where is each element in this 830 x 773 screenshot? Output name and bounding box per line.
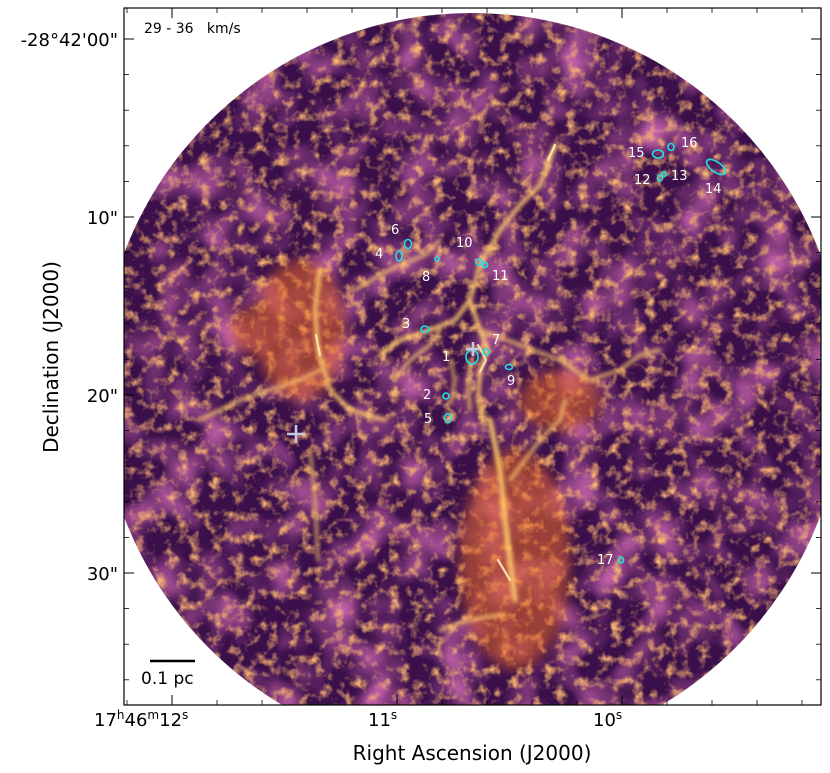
marker-plus-center	[466, 342, 480, 356]
y-tick-label: -28°42'00"	[21, 30, 118, 51]
marker-plus-left	[287, 425, 305, 443]
source-label-5: 5	[424, 412, 432, 427]
x-tick-labels: 17h46m12s 11s 10s	[94, 708, 622, 731]
contour-5	[443, 412, 453, 424]
source-label-7: 7	[492, 333, 500, 348]
source-label-15: 15	[628, 146, 645, 161]
filaments	[198, 143, 662, 632]
contour-12	[656, 174, 664, 182]
source-contours	[395, 142, 727, 564]
source-label-16: 16	[681, 136, 698, 151]
source-label-12: 12	[634, 173, 651, 188]
source-label-13: 13	[671, 169, 688, 184]
source-label-3: 3	[402, 317, 410, 332]
contour-14	[705, 158, 727, 176]
source-label-10: 10	[456, 236, 473, 251]
x-tick-label: 11s	[368, 708, 397, 731]
source-label-6: 6	[391, 223, 399, 238]
source-label-17: 17	[597, 553, 614, 568]
sky-image: 1 2 3 4 5 6 7 8 9 10 11 12 13 14 15 16 1…	[124, 13, 821, 705]
contour-9	[504, 363, 514, 371]
source-label-9: 9	[507, 374, 515, 389]
y-axis-label: Declination (J2000)	[39, 261, 63, 453]
scale-bar-label: 0.1 pc	[141, 669, 194, 689]
markers	[287, 342, 480, 443]
contour-11	[481, 261, 489, 269]
minor-ticks	[124, 8, 821, 705]
y-tick-label: 20"	[87, 386, 118, 407]
filament-cores	[315, 143, 557, 582]
contour-17	[617, 556, 625, 564]
contour-3	[420, 325, 430, 333]
x-tick-label: 10s	[593, 708, 622, 731]
field-fine-noise	[124, 13, 821, 705]
contour-7	[482, 348, 490, 356]
contour-4	[395, 250, 403, 262]
source-label-14: 14	[705, 182, 722, 197]
y-tick-labels: -28°42'00" 10" 20" 30"	[21, 30, 118, 585]
contour-13	[661, 170, 667, 178]
source-label-11: 11	[492, 269, 509, 284]
source-label-4: 4	[375, 247, 383, 262]
contour-6	[403, 238, 413, 250]
contour-10	[475, 258, 483, 266]
contour-8	[434, 256, 440, 262]
diffuse-emission	[230, 260, 600, 670]
source-labels: 1 2 3 4 5 6 7 8 9 10 11 12 13 14 15 16 1…	[375, 136, 722, 568]
contour-15	[651, 149, 665, 159]
y-tick-label: 30"	[87, 564, 118, 585]
source-label-1: 1	[442, 350, 450, 365]
y-tick-label: 10"	[87, 208, 118, 229]
axes-frame	[123, 7, 822, 706]
source-label-2: 2	[423, 388, 431, 403]
x-tick-label: 17h46m12s	[94, 708, 188, 731]
contour-16	[667, 142, 675, 152]
scale-bar: 0.1 pc	[141, 659, 195, 689]
source-label-8: 8	[422, 270, 430, 285]
contour-2	[442, 392, 450, 400]
velocity-range-label: 29 - 36 km/s	[144, 21, 241, 37]
x-axis-label: Right Ascension (J2000)	[353, 741, 592, 765]
